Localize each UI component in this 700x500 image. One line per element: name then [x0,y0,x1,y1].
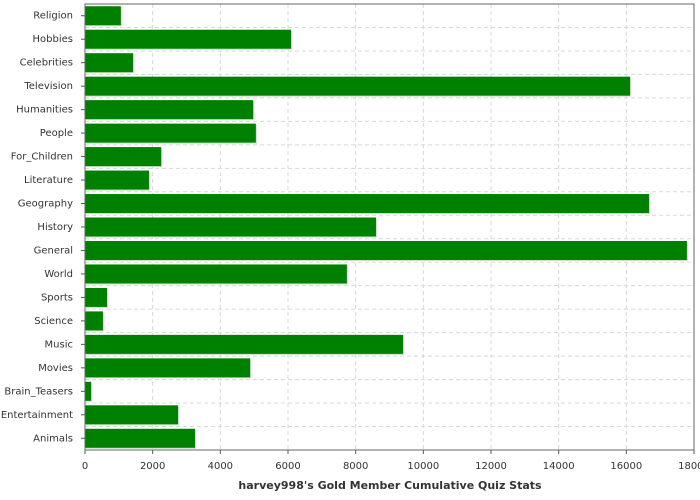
y-tick-label: Movies [38,363,73,374]
bar [85,264,347,284]
bar [85,6,121,26]
x-tick-label: 0 [82,461,88,472]
x-tick-label: 4000 [208,461,233,472]
y-tick-label: Brain_Teasers [4,386,73,397]
bar [85,53,134,73]
bar [85,428,195,448]
bar [85,217,376,237]
y-tick-label: Sports [41,292,73,303]
bar [85,194,650,214]
bar [85,76,631,96]
x-tick-label: 2000 [140,461,165,472]
y-tick-label: Literature [24,175,73,186]
bar [85,311,103,331]
y-tick-label: Humanities [16,105,73,116]
y-tick-label: Entertainment [1,410,73,421]
y-tick-label: History [37,222,73,233]
plot-frame [84,3,695,451]
y-tick-label: Hobbies [33,34,73,45]
x-tick-label: 18000 [678,461,700,472]
y-tick-label: For_Children [11,152,73,163]
x-tick-label: 14000 [543,461,575,472]
y-tick-label: Music [45,339,73,350]
y-tick-label: Animals [33,433,73,444]
y-tick-label: Geography [18,199,73,210]
bar [85,147,162,167]
bar [85,358,251,378]
x-axis-label: harvey998's Gold Member Cumulative Quiz … [238,479,542,492]
bar [85,123,256,143]
y-tick-label: General [34,245,73,256]
bar [85,334,404,354]
y-tick-label: People [40,128,73,139]
bar [85,100,254,120]
x-tick-label: 6000 [275,461,300,472]
x-tick-label: 8000 [343,461,368,472]
x-tick-label: 16000 [610,461,642,472]
bar [85,29,292,49]
x-tick-label: 10000 [407,461,439,472]
bar [85,405,179,425]
bar [85,170,149,190]
x-tick-label: 12000 [475,461,507,472]
y-tick-label: World [44,269,73,280]
y-tick-label: Television [23,81,73,92]
bar [85,287,107,307]
y-tick-label: Religion [33,11,73,22]
bar [85,381,92,401]
bar [85,240,687,260]
y-tick-label: Celebrities [20,58,73,69]
y-tick-label: Science [34,316,73,327]
